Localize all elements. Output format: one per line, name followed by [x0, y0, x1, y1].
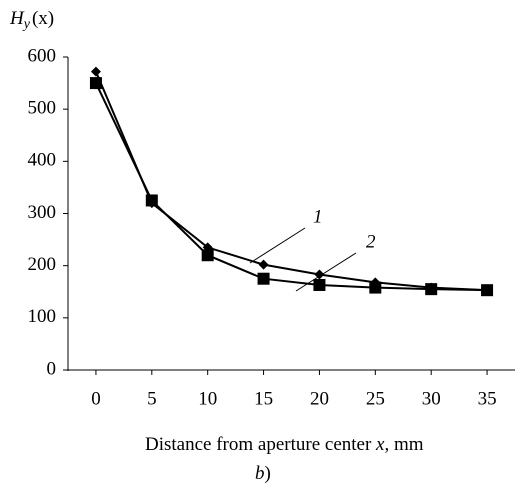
y-label-argument: (x) [32, 8, 54, 29]
y-tick-label: 0 [47, 358, 57, 379]
y-label-symbol: H [9, 8, 25, 29]
y-label-subscript: y [22, 17, 31, 32]
x-tick-label: 35 [478, 388, 497, 409]
y-tick-label: 200 [28, 254, 57, 275]
square-marker [145, 194, 158, 207]
square-marker [201, 249, 214, 262]
y-axis-label: Hy (x) [9, 8, 54, 32]
y-tick-label: 500 [28, 98, 57, 119]
diamond-marker [314, 269, 325, 280]
y-tick-label: 600 [28, 45, 57, 66]
series-line [95, 82, 488, 292]
caption-paren: ) [265, 463, 271, 484]
square-marker [481, 284, 494, 297]
y-tick-label: 300 [28, 202, 57, 223]
x-label-unit: , mm [384, 434, 423, 455]
square-marker [369, 281, 382, 294]
series-line [95, 71, 488, 292]
x-label-text: Distance from aperture center [145, 434, 376, 455]
caption-letter: b [255, 463, 265, 484]
x-tick-label: 15 [254, 388, 273, 409]
square-marker [313, 278, 326, 291]
square-marker [257, 272, 270, 285]
caption: b) [255, 463, 271, 484]
x-tick-label: 30 [422, 388, 441, 409]
x-tick-label: 5 [147, 388, 157, 409]
series-label: 1 [313, 206, 323, 227]
y-tick-label: 400 [28, 150, 57, 171]
x-axis-label: Distance from aperture center x, mm [145, 434, 424, 455]
diamond-marker [90, 66, 101, 77]
x-tick-label: 25 [366, 388, 385, 409]
x-tick-label: 20 [310, 388, 329, 409]
leader-line [249, 227, 306, 264]
x-label-variable: x [375, 434, 385, 455]
x-tick-label: 0 [91, 388, 101, 409]
leader-line [295, 252, 357, 292]
x-tick-label: 10 [198, 388, 217, 409]
y-tick-label: 100 [28, 306, 57, 327]
diamond-marker [258, 259, 269, 270]
square-marker [425, 283, 438, 296]
series-label: 2 [366, 231, 376, 252]
square-marker [89, 77, 102, 90]
